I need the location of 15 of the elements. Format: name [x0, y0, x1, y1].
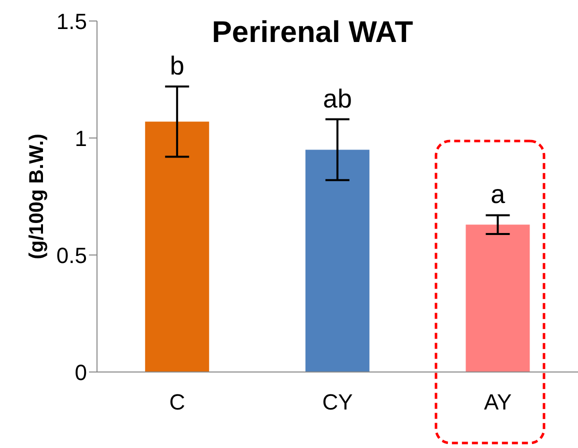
chart-title: Perirenal WAT [210, 16, 414, 50]
annotation: a [490, 179, 506, 210]
y-tick-label: 0.5 [56, 242, 87, 268]
bar [145, 122, 210, 372]
x-tick-label: AY [484, 390, 512, 415]
y-axis-title: (g/100g B.W.) [26, 134, 48, 260]
y-tick-label: 1.5 [56, 8, 87, 34]
annotation: ab [323, 83, 352, 114]
bar [466, 224, 530, 372]
annotation: b [170, 50, 184, 81]
y-tick-label: 0 [74, 360, 87, 385]
x-tick-label: C [169, 390, 186, 415]
bar [305, 150, 370, 372]
y-tick-label: 1 [74, 126, 87, 151]
x-tick-label: CY [322, 390, 354, 415]
